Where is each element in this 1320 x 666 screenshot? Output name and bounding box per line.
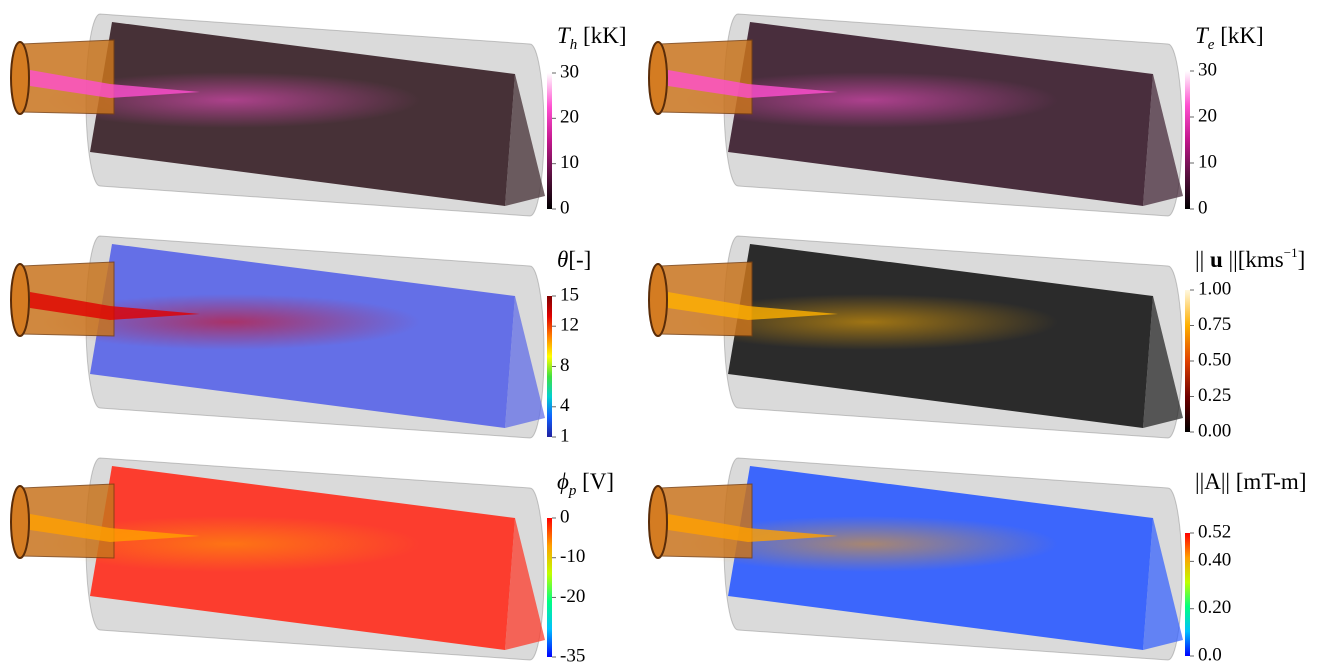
nozzle-flange (11, 42, 29, 114)
colorbar (1185, 71, 1190, 209)
colorbar-label: θ[-] (557, 247, 591, 272)
tick-label: 0.20 (1198, 597, 1231, 618)
label-part: u (1210, 247, 1223, 272)
colorbar (547, 296, 552, 437)
label-part: h (570, 37, 578, 53)
tick-label: 30 (1198, 59, 1217, 80)
tick-label: 0 (560, 506, 570, 527)
colorbar-label: Te [kK] (1195, 23, 1264, 53)
label-part: ϕ (557, 469, 569, 494)
tick-label: 1.00 (1198, 278, 1231, 299)
tick-label: 0.25 (1198, 385, 1231, 406)
tick-label: -20 (560, 586, 585, 607)
tick-label: 0.40 (1198, 550, 1231, 571)
figure: Th [kK] 30 20 10 0 Te [kK] 30 20 10 0 θ[-] 15 12 8 4 1 |… (0, 0, 1320, 666)
label-part: ||A|| [mT-m] (1195, 469, 1306, 494)
panel: Th [kK] 30 20 10 0 (11, 14, 626, 218)
panel: ϕp [V] 0 -10 -20 -35 (11, 458, 614, 666)
label-part: || (1195, 247, 1210, 272)
tick-label: 0.0 (1198, 644, 1222, 665)
tick-label: 10 (560, 152, 579, 173)
tick-label: 20 (1198, 105, 1217, 126)
tick-label: 20 (560, 107, 579, 128)
colorbar-label: ||A|| [mT-m] (1195, 469, 1306, 494)
colorbar (547, 73, 552, 209)
label-part: [-] (568, 247, 591, 272)
tick-label: 8 (560, 355, 570, 376)
label-part: [kK] (1214, 23, 1263, 48)
tick-label: 0 (1198, 197, 1208, 218)
colorbar-label: Th [kK] (557, 23, 626, 53)
colorbar-label: || u ||[kms−1] (1195, 245, 1305, 272)
tick-label: 0.50 (1198, 349, 1231, 370)
tick-label: 30 (560, 61, 579, 82)
colorbar (1185, 533, 1190, 656)
nozzle-flange (649, 486, 667, 558)
nozzle-flange (649, 264, 667, 336)
tick-label: 0.52 (1198, 521, 1231, 542)
nozzle-flange (11, 264, 29, 336)
colorbar (547, 518, 552, 657)
tick-label: 0.75 (1198, 314, 1231, 335)
label-part: [kK] (577, 23, 626, 48)
nozzle-flange (649, 42, 667, 114)
panel: || u ||[kms−1] 1.00 0.75 0.50 0.25 0.00 (649, 236, 1305, 441)
panel: Te [kK] 30 20 10 0 (649, 14, 1264, 218)
label-part: θ (557, 247, 568, 272)
label-part: ] (1298, 247, 1306, 272)
label-part: [V] (576, 469, 614, 494)
tick-label: 0.00 (1198, 420, 1231, 441)
colorbar (1185, 290, 1190, 432)
label-part: ||[kms (1223, 247, 1284, 272)
tick-label: 15 (560, 284, 579, 305)
tick-label: 4 (560, 395, 570, 416)
tick-label: 0 (560, 197, 570, 218)
tick-label: -35 (560, 645, 585, 666)
nozzle-flange (11, 486, 29, 558)
tick-label: 12 (560, 315, 579, 336)
label-part: −1 (1284, 245, 1298, 260)
panel: θ[-] 15 12 8 4 1 (11, 236, 591, 446)
tick-label: -10 (560, 546, 585, 567)
colorbar-label: ϕp [V] (557, 469, 614, 499)
tick-label: 1 (560, 425, 570, 446)
panel: ||A|| [mT-m] 0.52 0.40 0.20 0.0 (649, 458, 1306, 665)
tick-label: 10 (1198, 151, 1217, 172)
